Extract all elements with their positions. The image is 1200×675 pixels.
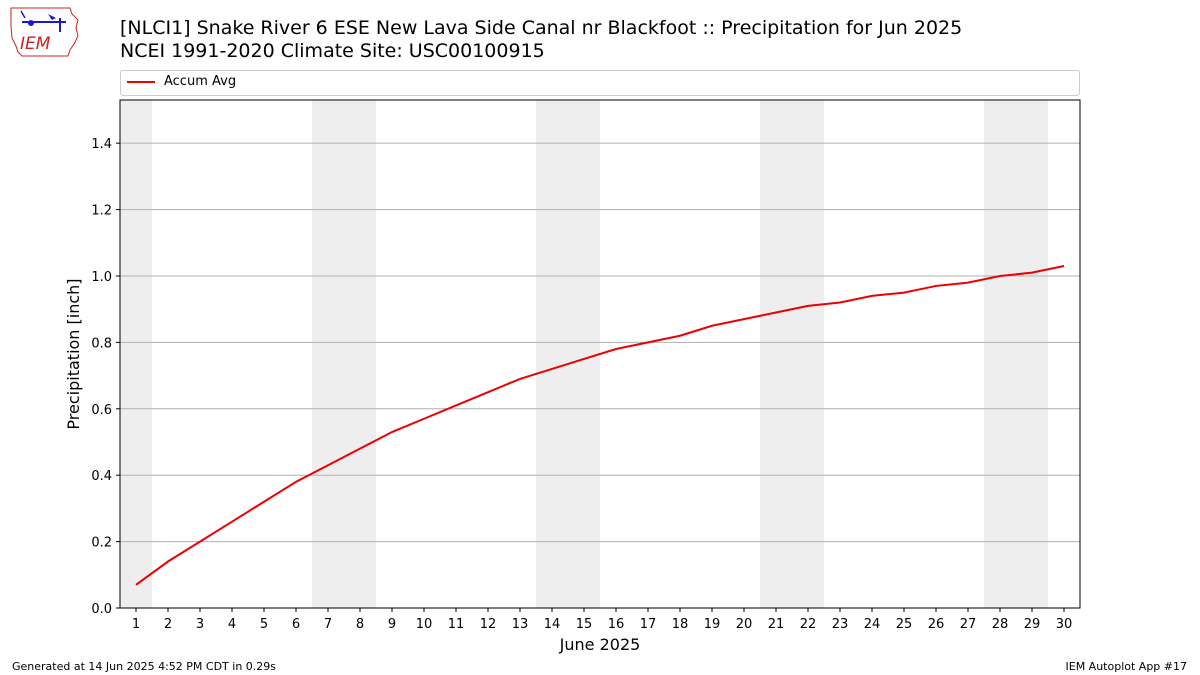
y-tick-label: 0.0 [91,602,112,617]
x-tick-label: 15 [576,617,593,632]
x-tick-label: 19 [704,617,721,632]
legend-swatch [127,81,155,83]
y-tick-label: 0.6 [91,403,112,418]
x-tick-label: 6 [292,617,300,632]
x-axis-label: June 2025 [559,635,641,654]
iowa-map-icon: IEM [10,7,79,57]
series-line-accum-avg [135,265,1065,586]
weekend-band [120,100,152,608]
x-tick-label: 3 [196,617,204,632]
x-tick-label: 18 [672,617,689,632]
iem-logo: IEM [8,6,80,58]
generated-timestamp: Generated at 14 Jun 2025 4:52 PM CDT in … [12,660,277,673]
legend: Accum Avg [120,70,1080,96]
weekend-band [984,100,1048,608]
x-tick-label: 5 [260,617,268,632]
x-tick-label: 26 [928,617,945,632]
y-tick-label: 1.0 [91,270,112,285]
x-tick-label: 4 [228,617,236,632]
x-tick-label: 25 [896,617,913,632]
x-tick-label: 1 [132,617,140,632]
x-tick-label: 22 [800,617,817,632]
x-tick-label: 10 [416,617,433,632]
weekend-band [312,100,376,608]
y-tick-label: 1.4 [91,137,112,152]
x-tick-label: 21 [768,617,785,632]
x-tick-label: 7 [324,617,332,632]
x-tick-label: 16 [608,617,625,632]
x-tick-label: 23 [832,617,849,632]
y-tick-label: 0.2 [91,536,112,551]
y-axis-label: Precipitation [inch] [64,278,83,429]
weekend-band [536,100,600,608]
x-tick-label: 8 [356,617,364,632]
x-tick-label: 24 [864,617,881,632]
x-tick-label: 11 [448,617,465,632]
x-tick-label: 2 [164,617,172,632]
x-tick-label: 9 [388,617,396,632]
chart-title: [NLCI1] Snake River 6 ESE New Lava Side … [120,17,963,39]
chart-subtitle: NCEI 1991-2020 Climate Site: USC00100915 [120,40,545,62]
x-tick-label: 29 [1024,617,1041,632]
x-tick-label: 12 [480,617,497,632]
y-tick-label: 0.8 [91,336,112,351]
plot-frame [119,99,1081,609]
x-tick-label: 27 [960,617,977,632]
legend-label: Accum Avg [164,74,237,89]
x-tick-label: 13 [512,617,529,632]
weekend-band [760,100,824,608]
x-tick-label: 30 [1056,617,1073,632]
y-tick-label: 0.4 [91,469,112,484]
x-tick-label: 14 [544,617,561,632]
x-tick-label: 20 [736,617,753,632]
logo-text: IEM [20,34,51,54]
app-id: IEM Autoplot App #17 [1065,660,1188,673]
y-tick-label: 1.2 [91,204,112,219]
x-tick-label: 17 [640,617,657,632]
x-tick-label: 28 [992,617,1009,632]
